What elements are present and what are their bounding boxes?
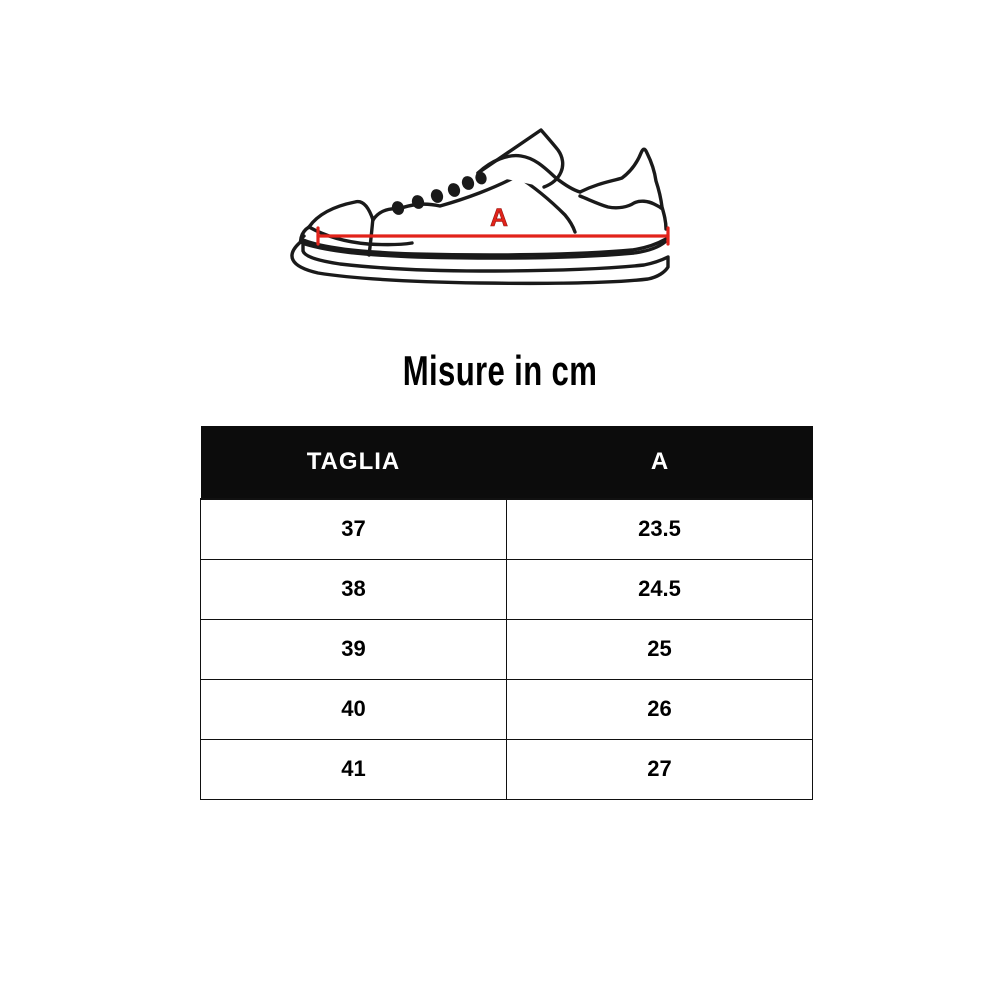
svg-text:A: A [490, 204, 508, 232]
